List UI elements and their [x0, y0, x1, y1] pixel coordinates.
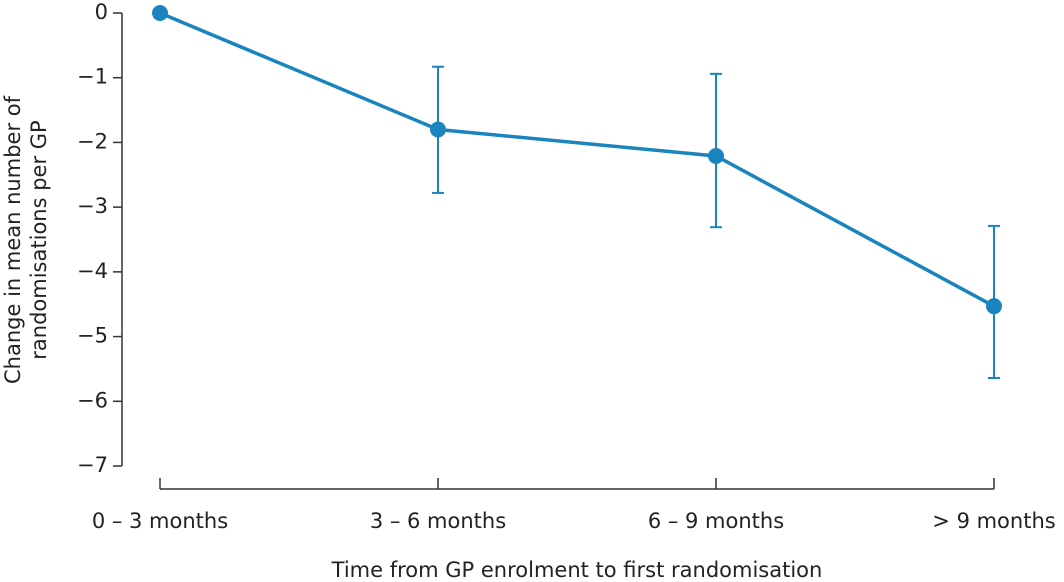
y-axis-title: Change in mean number of	[1, 95, 25, 384]
line	[159, 11, 995, 308]
y-tick-label: 0	[95, 0, 108, 24]
x-tick-label: 6 – 9 months	[648, 509, 784, 533]
x-tick-label: 3 – 6 months	[370, 509, 506, 533]
x-tick-label: 0 – 3 months	[92, 509, 228, 533]
y-tick-label: −7	[77, 453, 108, 477]
y-tick-label: −6	[77, 388, 108, 412]
point	[986, 298, 1002, 315]
point	[708, 148, 724, 165]
y-tick-label: −2	[77, 129, 108, 153]
y-tick-label: −5	[77, 324, 108, 348]
point	[152, 5, 168, 21]
x-axis-title: Time from GP enrolment to first randomis…	[331, 558, 823, 582]
y-tick-label: −1	[77, 65, 108, 89]
y-tick-label: −4	[77, 259, 108, 283]
point	[430, 121, 446, 138]
y-tick-label: −3	[77, 194, 108, 218]
x-tick-label: > 9 months	[932, 509, 1055, 533]
y-axis-title: randomisations per GP	[27, 120, 51, 359]
